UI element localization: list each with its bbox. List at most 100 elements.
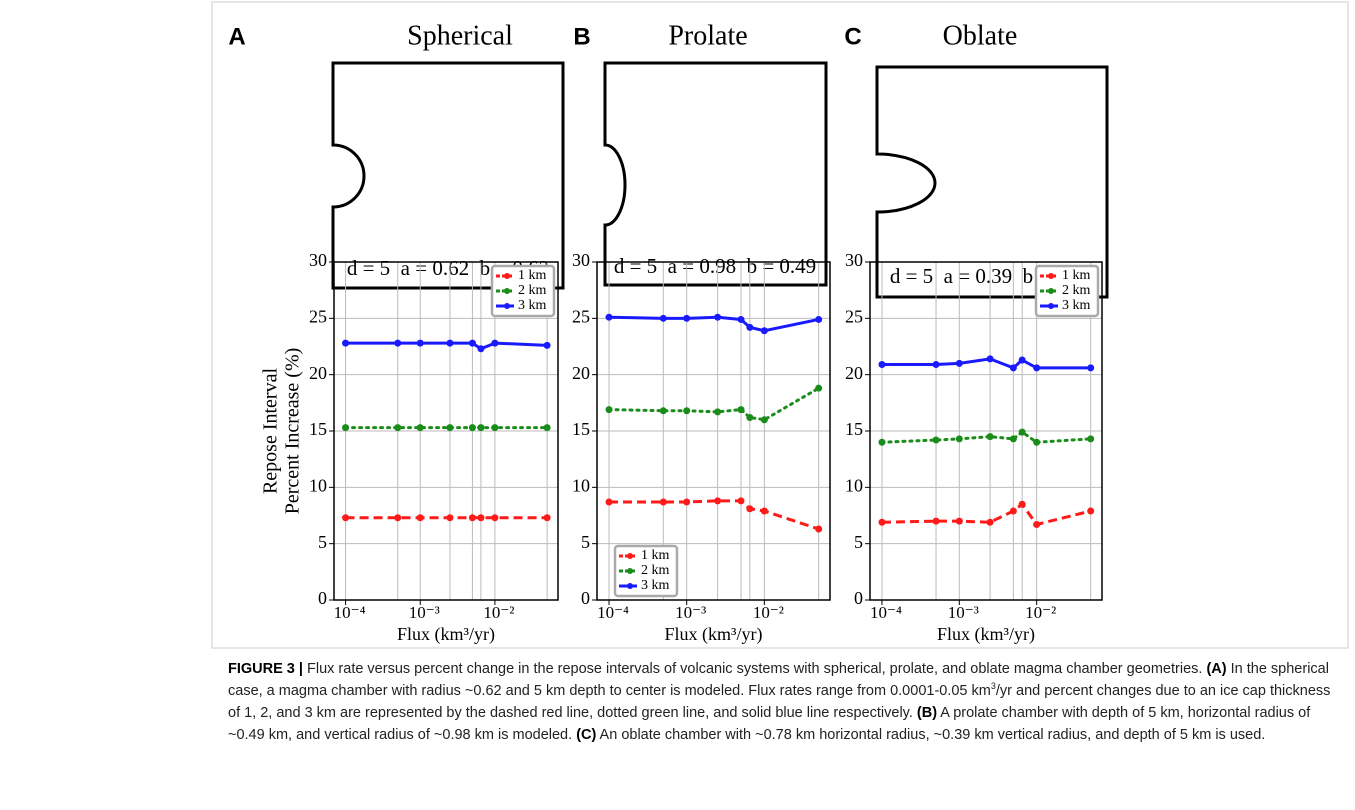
x-tick-label: 10⁻⁴ [870, 603, 902, 622]
data-point [932, 436, 940, 444]
caption: FIGURE 3 | Flux rate versus percent chan… [228, 658, 1338, 746]
data-point [1087, 435, 1095, 443]
x-axis-label: Flux (km³/yr) [937, 624, 1035, 645]
legend-label: 2 km [1062, 283, 1091, 298]
data-point [394, 424, 402, 432]
x-axis-label: Flux (km³/yr) [665, 624, 763, 645]
y-tick-label: 5 [318, 532, 327, 552]
data-point [543, 424, 551, 432]
panel-params: d = 5 a = 0.98 b = 0.49 [614, 254, 816, 278]
x-axis-label: Flux (km³/yr) [397, 624, 495, 645]
y-tick-label: 20 [572, 363, 590, 383]
data-point [878, 438, 886, 446]
x-tick-label: 10⁻² [753, 603, 784, 622]
y-tick-label: 5 [854, 532, 863, 552]
data-point [932, 517, 940, 525]
y-tick-label: 20 [845, 363, 863, 383]
legend-marker [1048, 273, 1054, 279]
data-point [446, 514, 454, 522]
data-point [342, 339, 350, 347]
panel-letter: B [573, 23, 590, 50]
data-point [1018, 428, 1026, 436]
data-point [1033, 364, 1041, 372]
data-point [714, 313, 722, 321]
series-line [881, 357, 1091, 370]
data-point [446, 339, 454, 347]
data-point [1087, 507, 1095, 515]
legend-label: 1 km [518, 268, 547, 283]
data-point [477, 514, 485, 522]
data-point [815, 384, 823, 392]
oblate-shape [875, 65, 1109, 299]
caption-part: (B) [916, 705, 938, 721]
series-line [881, 502, 1092, 527]
data-point [491, 424, 499, 432]
data-point [605, 313, 613, 321]
y-tick-label: 10 [845, 475, 863, 495]
data-point [714, 408, 722, 416]
figure-frame [211, 1, 1349, 649]
y-tick-label: 20 [309, 363, 327, 383]
legend-label: 3 km [518, 298, 547, 313]
data-point [1087, 364, 1095, 372]
data-point [683, 407, 691, 415]
data-point [416, 424, 424, 432]
legend-label: 2 km [518, 283, 547, 298]
data-point [746, 505, 754, 513]
x-tick-label: 10⁻⁴ [597, 603, 629, 622]
data-point [955, 359, 963, 367]
caption-part: Flux rate versus percent change in the r… [307, 661, 1207, 677]
x-tick-label: 10⁻⁴ [334, 603, 366, 622]
data-point [1018, 500, 1026, 508]
y-tick-label: 10 [572, 475, 590, 495]
data-point [416, 514, 424, 522]
data-point [1018, 356, 1026, 364]
y-axis-label: Repose Interval [260, 368, 282, 495]
legend-label: 2 km [641, 563, 670, 578]
y-tick-label: 15 [572, 419, 590, 439]
legend-marker [1048, 288, 1054, 294]
y-tick-label: 15 [845, 419, 863, 439]
plot-frame [596, 261, 831, 601]
data-point [468, 339, 476, 347]
series-line [608, 315, 819, 333]
data-point [491, 339, 499, 347]
data-point [342, 514, 350, 522]
panel-letter: C [844, 23, 861, 50]
data-point [342, 424, 350, 432]
series-line [880, 430, 1093, 444]
data-point [760, 327, 768, 335]
data-point [746, 413, 754, 421]
data-point [1009, 364, 1017, 372]
data-point [1009, 507, 1017, 515]
y-tick-label: 10 [309, 475, 327, 495]
data-point [986, 433, 994, 441]
x-tick-label: 10⁻² [1025, 603, 1056, 622]
y-tick-label: 30 [572, 250, 590, 270]
data-point [737, 406, 745, 414]
panel-title: Oblate [943, 20, 1018, 51]
series-line [345, 341, 548, 351]
legend-label: 1 km [1062, 268, 1091, 283]
legend-marker [504, 303, 510, 309]
panel-title: Prolate [668, 20, 747, 51]
data-point [394, 339, 402, 347]
data-point [683, 498, 691, 506]
legend-marker [1048, 303, 1054, 309]
x-tick-label: 10⁻³ [948, 603, 979, 622]
data-point [683, 314, 691, 322]
data-point [605, 406, 613, 414]
y-tick-label: 25 [572, 306, 590, 326]
caption-part: FIGURE 3 | [228, 661, 307, 677]
caption-part: A prolate chamber with depth of 5 km, ho… [228, 705, 1311, 743]
data-point [986, 518, 994, 526]
data-point [760, 416, 768, 424]
series-line [609, 499, 820, 531]
legend-label: 3 km [1062, 298, 1091, 313]
data-point [737, 315, 745, 323]
data-point [1009, 435, 1017, 443]
series-line [607, 386, 821, 422]
data-point [955, 435, 963, 443]
panel-letter: A [228, 23, 245, 50]
